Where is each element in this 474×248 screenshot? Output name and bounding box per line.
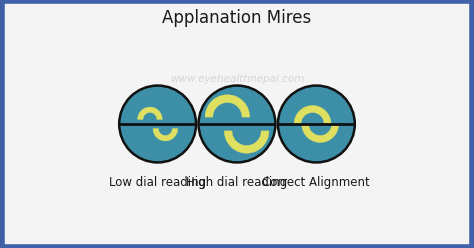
Text: High dial reading: High dial reading: [186, 176, 288, 189]
Text: Applanation Mires: Applanation Mires: [163, 9, 311, 27]
Polygon shape: [302, 124, 338, 142]
Polygon shape: [224, 131, 269, 153]
Circle shape: [278, 86, 355, 162]
Text: www.eyehealthnepal.com: www.eyehealthnepal.com: [170, 74, 304, 84]
Text: Low dial reading: Low dial reading: [109, 176, 206, 189]
Polygon shape: [294, 106, 331, 124]
Polygon shape: [205, 95, 250, 117]
Circle shape: [199, 86, 275, 162]
Polygon shape: [153, 129, 178, 141]
Text: Correct Alignment: Correct Alignment: [263, 176, 370, 189]
Circle shape: [119, 86, 196, 162]
Polygon shape: [137, 107, 162, 119]
